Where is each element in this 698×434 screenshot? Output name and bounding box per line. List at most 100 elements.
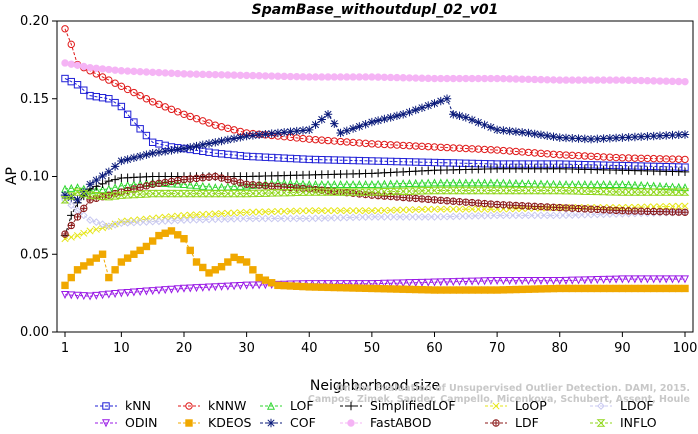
data-point (561, 186, 571, 195)
data-point (167, 105, 176, 114)
data-point (242, 71, 251, 80)
data-point (499, 178, 508, 187)
data-point (123, 288, 132, 297)
data-point (274, 214, 282, 223)
data-point (474, 286, 483, 294)
data-point (624, 133, 633, 142)
data-point (243, 181, 250, 188)
data-point (217, 262, 226, 271)
legend-label: LoOP (515, 398, 547, 413)
data-point (129, 218, 138, 227)
data-point (630, 209, 639, 218)
data-point (392, 111, 402, 121)
data-point (117, 156, 126, 166)
data-point (630, 275, 639, 284)
data-point (424, 286, 432, 294)
legend-item-knn: kNN (95, 398, 151, 413)
data-point (136, 125, 144, 133)
data-point (142, 190, 151, 198)
data-point (405, 107, 414, 117)
data-point (525, 202, 532, 210)
data-point (186, 112, 194, 121)
data-point (217, 215, 226, 224)
data-point (186, 143, 195, 152)
data-point (161, 286, 170, 295)
data-point (336, 283, 345, 292)
data-point (474, 118, 483, 127)
data-point (599, 187, 608, 196)
data-point (192, 258, 201, 266)
data-point (292, 188, 302, 197)
data-point (91, 191, 101, 200)
data-point (524, 211, 533, 220)
data-point (262, 182, 269, 189)
data-point (73, 188, 82, 196)
data-point (286, 72, 295, 81)
data-point (254, 130, 264, 140)
data-point (367, 179, 376, 188)
x-tick-label: 80 (551, 341, 568, 356)
data-point (380, 114, 389, 124)
data-point (266, 401, 276, 410)
data-point (218, 174, 225, 182)
data-point (456, 198, 463, 205)
data-point (236, 133, 245, 142)
data-point (505, 286, 514, 294)
data-point (280, 207, 288, 215)
data-point (600, 206, 607, 213)
data-point (229, 189, 239, 198)
data-point (380, 213, 389, 221)
data-point (266, 418, 276, 428)
data-point (318, 283, 326, 291)
data-point (179, 144, 189, 153)
data-point (500, 201, 507, 209)
data-point (655, 188, 665, 196)
x-tick-label: 30 (238, 341, 255, 356)
data-point (274, 72, 282, 80)
data-point (512, 75, 520, 83)
data-point (480, 211, 489, 220)
data-point (286, 127, 295, 136)
data-point (487, 286, 495, 294)
data-point (373, 188, 383, 196)
data-point (179, 179, 188, 188)
data-point (580, 210, 589, 219)
data-point (436, 178, 445, 187)
data-point (455, 212, 464, 221)
data-point (73, 81, 82, 89)
data-point (380, 73, 389, 81)
data-point (656, 208, 664, 215)
data-point (110, 192, 120, 200)
data-point (205, 269, 213, 277)
data-point (167, 213, 176, 221)
data-point (336, 213, 345, 222)
data-point (568, 134, 577, 143)
watermark-line-1: On the Evaluation of Unsupervised Outlie… (336, 383, 690, 394)
data-point (562, 76, 570, 84)
data-point (386, 187, 396, 196)
data-point (186, 70, 194, 78)
data-point (424, 278, 433, 287)
data-point (575, 205, 582, 212)
data-point (612, 275, 621, 284)
data-point (73, 61, 82, 70)
data-point (73, 266, 82, 274)
data-point (249, 266, 257, 274)
data-point (411, 105, 420, 115)
data-point (555, 133, 564, 142)
data-point (455, 74, 464, 83)
data-point (130, 250, 138, 258)
data-point (92, 185, 101, 194)
data-point (261, 276, 270, 284)
data-point (148, 68, 157, 77)
data-point (461, 113, 471, 122)
legend-item-loop: LoOP (485, 398, 547, 413)
data-point (349, 284, 357, 292)
data-point (80, 205, 87, 212)
data-point (174, 177, 181, 184)
data-point (111, 220, 120, 229)
data-point (123, 191, 133, 199)
data-point (586, 187, 596, 195)
data-point (487, 200, 495, 208)
